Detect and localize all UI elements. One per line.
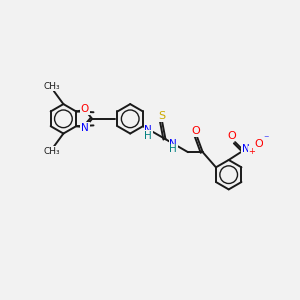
Text: ⁻: ⁻ bbox=[263, 134, 269, 144]
Text: O: O bbox=[191, 126, 200, 136]
Text: N: N bbox=[169, 139, 177, 148]
Text: CH₃: CH₃ bbox=[44, 147, 61, 156]
Text: O: O bbox=[227, 131, 236, 141]
Text: +: + bbox=[248, 147, 255, 156]
Text: N: N bbox=[242, 144, 249, 154]
Text: N: N bbox=[81, 123, 89, 133]
Text: O: O bbox=[255, 140, 263, 149]
Text: N: N bbox=[144, 125, 152, 135]
Text: CH₃: CH₃ bbox=[44, 82, 61, 91]
Text: H: H bbox=[144, 131, 152, 141]
Text: H: H bbox=[169, 145, 177, 154]
Text: O: O bbox=[81, 104, 89, 114]
Text: S: S bbox=[158, 111, 166, 121]
